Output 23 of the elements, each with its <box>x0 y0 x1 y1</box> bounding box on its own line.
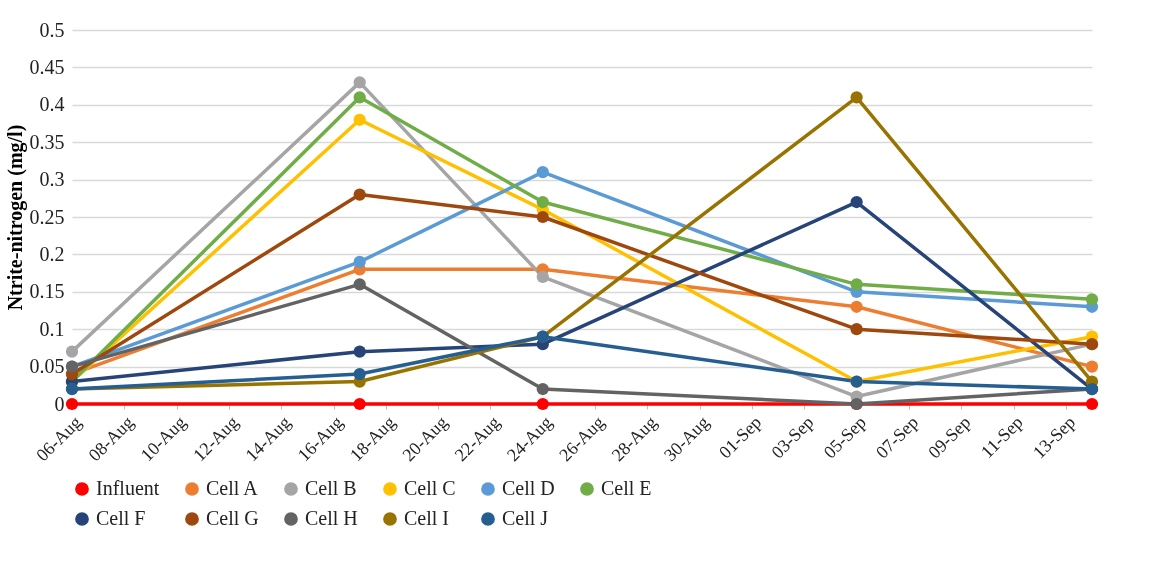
y-tick-label: 0.05 <box>29 355 65 378</box>
legend-label: Cell I <box>404 507 449 529</box>
legend-label: Cell D <box>502 477 555 499</box>
y-tick-label: 0.1 <box>39 317 65 340</box>
y-tick-label: 0 <box>54 392 65 415</box>
legend-label: Cell E <box>601 477 652 499</box>
legend-label: Cell G <box>206 507 259 529</box>
y-tick-label: 0.5 <box>39 18 65 41</box>
legend-label: Influent <box>96 477 160 499</box>
y-tick-label: 0.35 <box>29 130 65 153</box>
y-axis-title: Ntrite-nitrogen (mg/l) <box>3 124 27 311</box>
y-tick-label: 0.4 <box>39 93 65 116</box>
y-tick-label: 0.3 <box>39 168 65 191</box>
y-tick-label: 0.15 <box>29 280 65 303</box>
y-tick-label: 0.45 <box>29 55 65 78</box>
y-tick-label: 0.25 <box>29 205 65 228</box>
legend-label: Cell J <box>502 507 549 529</box>
legend-label: Cell F <box>96 507 146 529</box>
y-tick-label: 0.2 <box>39 242 65 265</box>
legend-label: Cell A <box>206 477 259 499</box>
legend-label: Cell B <box>305 477 357 499</box>
legend-label: Cell H <box>305 507 358 529</box>
legend-label: Cell C <box>404 477 456 499</box>
